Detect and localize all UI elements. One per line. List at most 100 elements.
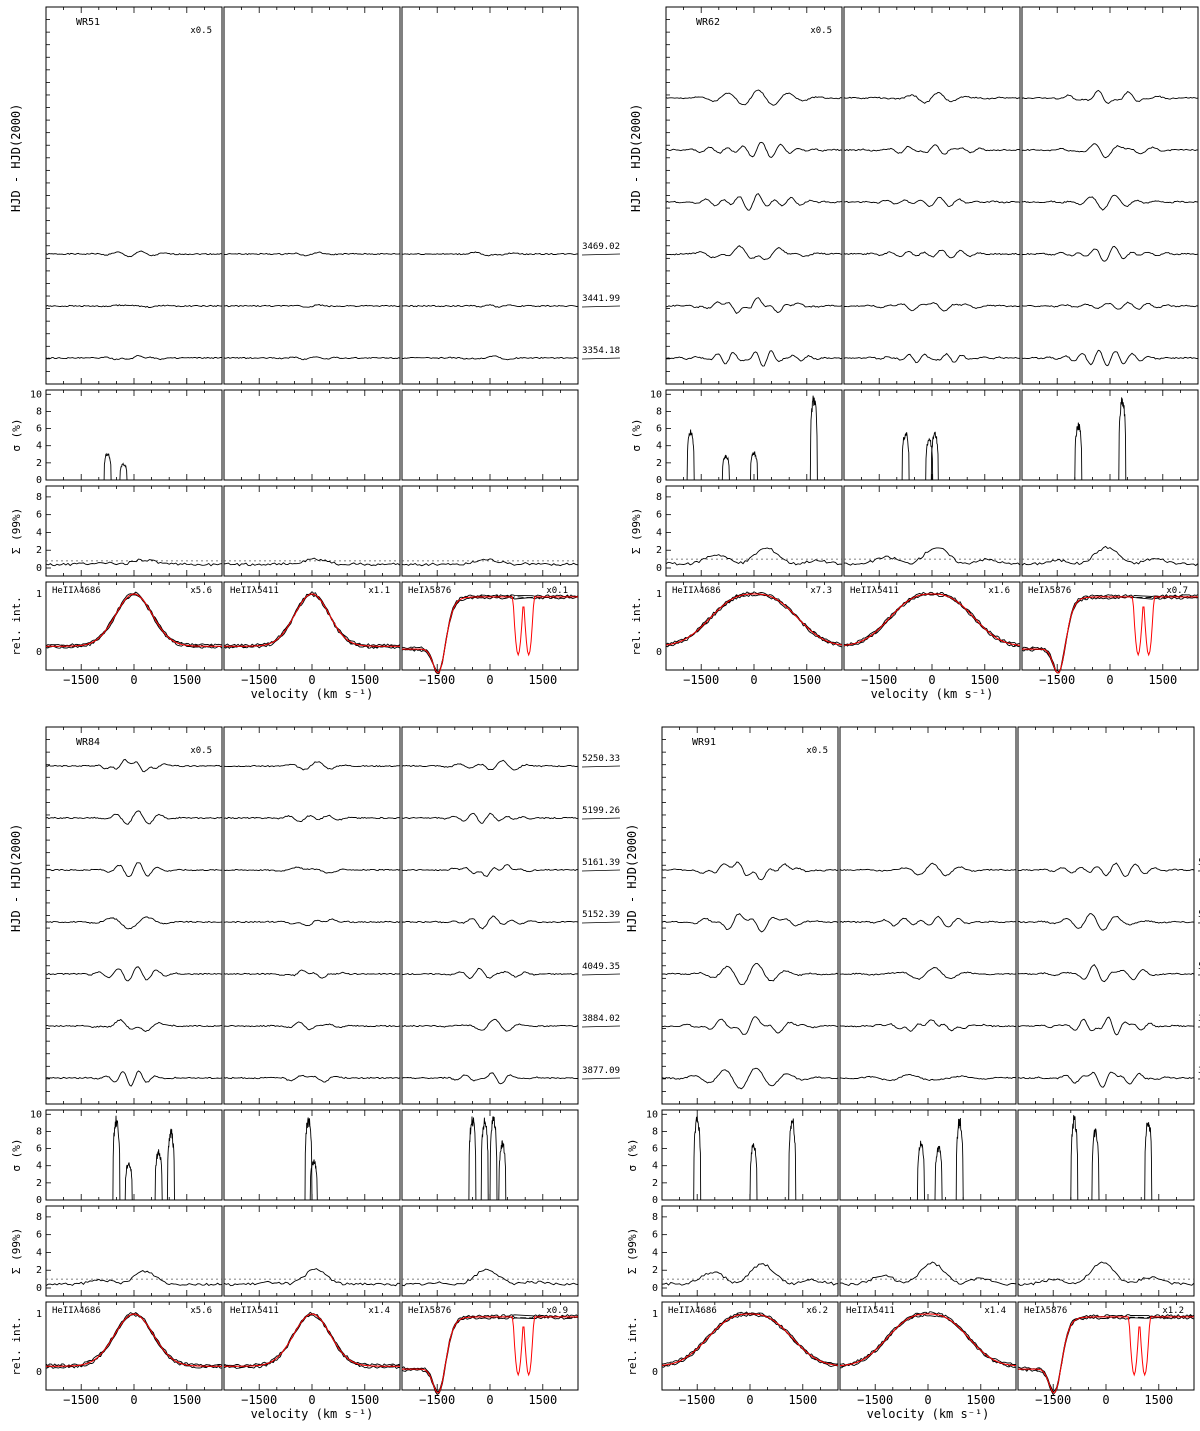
x-axis-label: velocity (km s⁻¹) [251, 687, 374, 701]
model-profile [402, 596, 578, 674]
prof-tick-label: 0 [652, 1367, 658, 1378]
spectrum-trace [401, 1072, 579, 1085]
x-tick-label: 0 [130, 1393, 137, 1407]
panel-frame [45, 485, 223, 577]
spectrum-trace [223, 814, 401, 822]
line-name-label: HeIλ5876 [1024, 1306, 1067, 1316]
line-scale-label: x1.1 [368, 586, 390, 596]
x-tick-label: 0 [308, 1393, 315, 1407]
date-label: 3877.09 [582, 1066, 620, 1076]
x-tick-label: 1500 [970, 673, 999, 687]
sigma-tick-label: 2 [656, 458, 662, 469]
panel-frame [223, 389, 401, 481]
sigma-tick-label: 4 [652, 1161, 658, 1172]
date-ref-line [581, 253, 621, 256]
x-tick-label: 0 [308, 673, 315, 687]
x-tick-label: 1500 [966, 1393, 995, 1407]
date-ref-line [581, 1077, 621, 1080]
y-label-dyn: HJD - HJD(2000) [9, 824, 23, 932]
sigma-tick-label: 0 [36, 1195, 42, 1206]
x-tick-label: 1500 [350, 673, 379, 687]
sigma-peak [749, 1143, 758, 1201]
x-tick-label: 0 [746, 1393, 753, 1407]
model-profile [46, 593, 222, 647]
x-tick-label: −1500 [679, 1393, 715, 1407]
y-label-sigma: σ (%) [630, 418, 643, 451]
line-scale-label: x5.6 [190, 1306, 212, 1316]
panel-frame [661, 726, 839, 1105]
Sigma-tick-label: 8 [656, 492, 662, 503]
sigma-tick-label: 10 [650, 389, 662, 400]
sigma-peak [480, 1117, 489, 1201]
sigma-tick-label: 2 [36, 1178, 42, 1189]
y-label-Sigma: Σ (99%) [10, 508, 23, 554]
observed-profile [1021, 595, 1199, 674]
date-label: 5152.39 [582, 910, 620, 920]
sigma-tick-label: 0 [652, 1195, 658, 1206]
panel-frame [839, 726, 1017, 1105]
x-tick-label: −1500 [1039, 673, 1075, 687]
spectrum-trace [223, 1021, 401, 1031]
spectrum-trace [401, 355, 579, 361]
panel-frame [223, 6, 401, 385]
chart-wr84: WR84 x0.5 HJD - HJD(2000) 5250.33 5199.26 516… [9, 726, 621, 1421]
x-tick-label: −1500 [861, 673, 897, 687]
date-label: 3884.02 [582, 1014, 620, 1024]
x-tick-label: −1500 [1035, 1393, 1071, 1407]
panel-frame [1017, 726, 1195, 1105]
observed-profile [223, 593, 401, 648]
Sigma-tick-label: 8 [652, 1212, 658, 1223]
line-name-label: HeIIλ5411 [230, 586, 279, 596]
panel-frame [665, 485, 843, 577]
line-scale-label: x0.1 [546, 586, 568, 596]
spectrum-trace [665, 297, 843, 314]
sigma-tick-label: 6 [656, 424, 662, 435]
sigma-peak [119, 462, 128, 481]
spectrum-trace [45, 250, 223, 258]
spectrum-trace [843, 196, 1021, 208]
sigma-peak [1074, 422, 1083, 481]
sigma-peak [1118, 397, 1127, 481]
date-ref-line [581, 357, 621, 360]
sigma-tick-label: 10 [646, 1109, 658, 1120]
model-profile [843, 593, 1021, 646]
Sigma-tick-label: 6 [656, 510, 662, 521]
observed-profile [661, 1313, 839, 1368]
spectrum-trace [662, 1016, 839, 1035]
x-axis-label: velocity (km s⁻¹) [871, 687, 994, 701]
model-profile [224, 593, 400, 647]
observed-profile [223, 591, 401, 647]
date-label: 3354.18 [582, 346, 620, 356]
y-label-prof: rel. int. [10, 596, 23, 656]
panel-frame [401, 726, 579, 1105]
panel-frame [401, 485, 579, 577]
Sigma-trace [223, 1268, 401, 1287]
sigma-tick-label: 6 [36, 1144, 42, 1155]
line-name-label: HeIλ5876 [408, 1306, 451, 1316]
x-tick-label: 1500 [788, 1393, 817, 1407]
observed-profile [223, 1311, 401, 1367]
date-label: 5161.39 [582, 858, 620, 868]
spectrum-trace [401, 915, 579, 930]
date-ref-line [581, 1025, 621, 1028]
line-scale-label: x6.2 [806, 1306, 828, 1316]
x-tick-label: 1500 [528, 1393, 557, 1407]
observed-profile [1017, 1315, 1195, 1394]
Sigma-tick-label: 4 [652, 1247, 658, 1258]
observed-profile [45, 1313, 222, 1369]
dyn-scale-label: x0.5 [190, 746, 212, 756]
sigma-tick-label: 4 [36, 441, 42, 452]
observed-profile [223, 593, 401, 650]
prof-tick-label: 1 [36, 589, 42, 600]
date-label: 5199.26 [582, 806, 620, 816]
spectrum-trace [843, 249, 1021, 259]
spectrum-trace [839, 1019, 1017, 1032]
spectrum-trace [1021, 143, 1198, 159]
dyn-scale-label: x0.5 [806, 746, 828, 756]
model-profile [1022, 596, 1198, 674]
panel-frame [1021, 389, 1199, 481]
Sigma-tick-label: 4 [36, 527, 42, 538]
sigma-peak [304, 1117, 313, 1201]
spectrum-trace [1022, 245, 1199, 262]
star-label: WR84 [76, 737, 100, 748]
